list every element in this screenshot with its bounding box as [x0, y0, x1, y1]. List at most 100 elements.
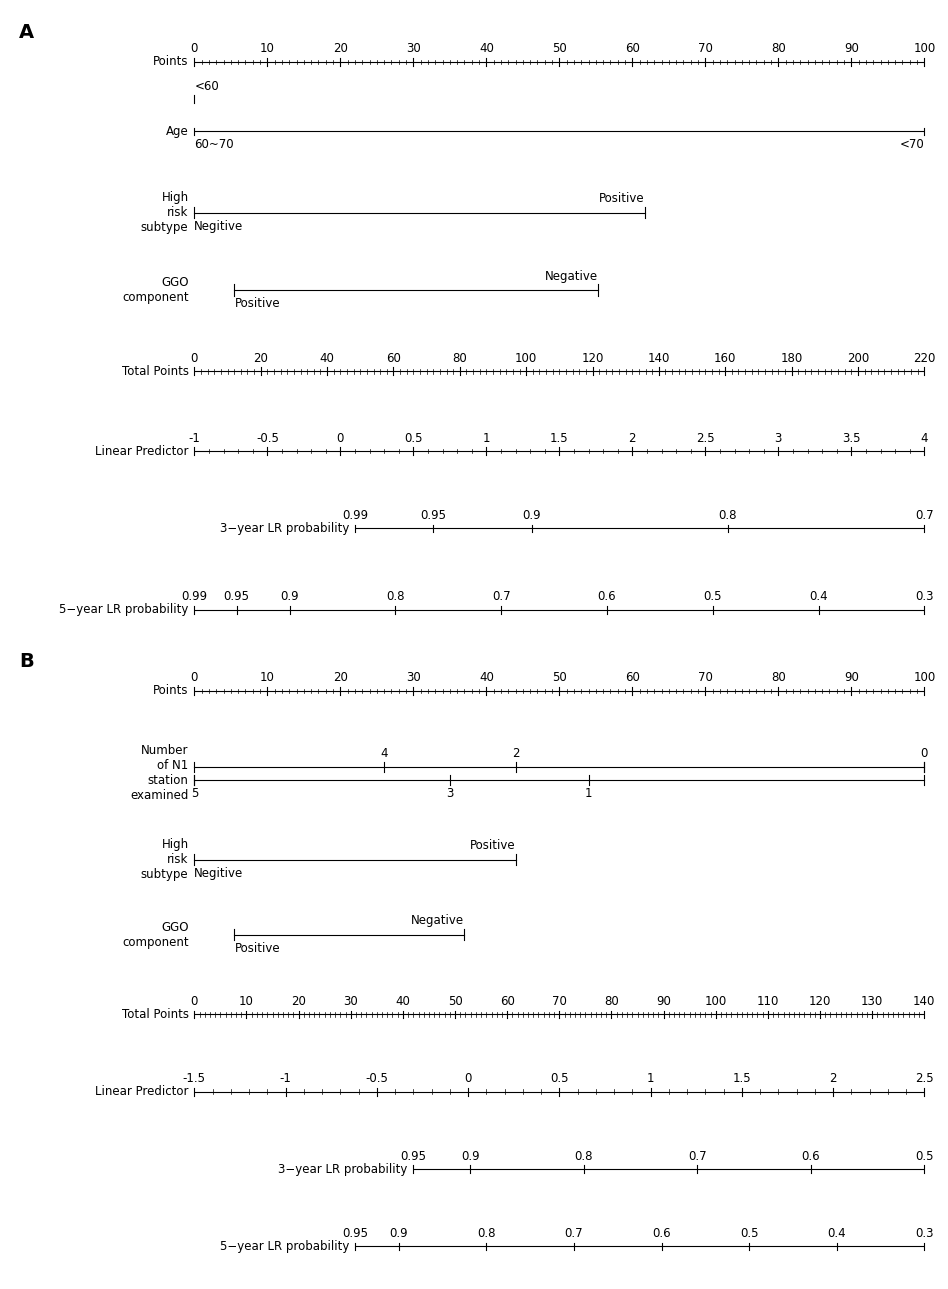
Text: 0.8: 0.8: [574, 1150, 592, 1163]
Text: 140: 140: [913, 995, 936, 1008]
Text: 0.5: 0.5: [404, 432, 423, 445]
Text: 20: 20: [253, 352, 268, 365]
Text: 40: 40: [479, 43, 494, 55]
Text: 0.9: 0.9: [461, 1150, 480, 1163]
Text: 80: 80: [604, 995, 619, 1008]
Text: 100: 100: [913, 43, 936, 55]
Text: 60: 60: [500, 995, 515, 1008]
Text: 20: 20: [333, 672, 348, 684]
Text: Positive: Positive: [599, 192, 645, 205]
Text: 50: 50: [552, 43, 567, 55]
Text: Total Points: Total Points: [121, 365, 189, 378]
Text: 3.5: 3.5: [842, 432, 861, 445]
Text: Positive: Positive: [234, 298, 280, 311]
Text: 100: 100: [704, 995, 727, 1008]
Text: 40: 40: [395, 995, 410, 1008]
Text: 2: 2: [830, 1072, 837, 1085]
Text: 0.6: 0.6: [801, 1150, 820, 1163]
Text: 100: 100: [515, 352, 538, 365]
Text: 5−year LR probability: 5−year LR probability: [220, 1240, 349, 1253]
Text: <60: <60: [194, 80, 219, 93]
Text: 0.6: 0.6: [652, 1227, 671, 1240]
Text: 0: 0: [337, 432, 344, 445]
Text: -0.5: -0.5: [256, 432, 279, 445]
Text: 0: 0: [921, 746, 928, 759]
Text: 80: 80: [771, 43, 786, 55]
Text: 0.8: 0.8: [386, 590, 405, 603]
Text: -1: -1: [280, 1072, 292, 1085]
Text: 40: 40: [319, 352, 335, 365]
Text: -1.5: -1.5: [183, 1072, 206, 1085]
Text: 1: 1: [483, 432, 490, 445]
Text: 0: 0: [191, 352, 198, 365]
Text: 0.5: 0.5: [915, 1150, 934, 1163]
Text: 10: 10: [260, 672, 275, 684]
Text: <70: <70: [900, 138, 924, 151]
Text: Positive: Positive: [470, 839, 516, 852]
Text: Number
of N1
station
examined: Number of N1 station examined: [130, 745, 189, 802]
Text: High
risk
subtype: High risk subtype: [141, 838, 189, 882]
Text: 2.5: 2.5: [696, 432, 715, 445]
Text: 5: 5: [191, 788, 198, 800]
Text: 50: 50: [447, 995, 463, 1008]
Text: 0.5: 0.5: [739, 1227, 758, 1240]
Text: 5−year LR probability: 5−year LR probability: [59, 603, 189, 616]
Text: 10: 10: [260, 43, 275, 55]
Text: 0: 0: [191, 43, 198, 55]
Text: Linear Predictor: Linear Predictor: [95, 1085, 189, 1098]
Text: 3: 3: [447, 788, 453, 800]
Text: High
risk
subtype: High risk subtype: [141, 191, 189, 235]
Text: -1: -1: [189, 432, 200, 445]
Text: Total Points: Total Points: [121, 1008, 189, 1021]
Text: 1.5: 1.5: [733, 1072, 751, 1085]
Text: 1: 1: [647, 1072, 654, 1085]
Text: 70: 70: [698, 43, 713, 55]
Text: A: A: [19, 23, 34, 41]
Text: 90: 90: [844, 672, 859, 684]
Text: 0.7: 0.7: [492, 590, 510, 603]
Text: 0.5: 0.5: [550, 1072, 569, 1085]
Text: 4: 4: [921, 432, 928, 445]
Text: 0.8: 0.8: [719, 509, 738, 522]
Text: 200: 200: [847, 352, 869, 365]
Text: Positive: Positive: [234, 942, 280, 955]
Text: 120: 120: [581, 352, 604, 365]
Text: 0.95: 0.95: [421, 509, 447, 522]
Text: 0.4: 0.4: [810, 590, 828, 603]
Text: GGO
component: GGO component: [122, 920, 189, 949]
Text: GGO
component: GGO component: [122, 276, 189, 304]
Text: 3−year LR probability: 3−year LR probability: [220, 522, 349, 535]
Text: Points: Points: [153, 55, 189, 68]
Text: 0.7: 0.7: [565, 1227, 583, 1240]
Text: 60: 60: [625, 672, 640, 684]
Text: 0.7: 0.7: [688, 1150, 706, 1163]
Text: 220: 220: [913, 352, 936, 365]
Text: 0.9: 0.9: [390, 1227, 408, 1240]
Text: 180: 180: [780, 352, 803, 365]
Text: 40: 40: [479, 672, 494, 684]
Text: 80: 80: [771, 672, 786, 684]
Text: 3−year LR probability: 3−year LR probability: [278, 1163, 408, 1176]
Text: 0.8: 0.8: [477, 1227, 496, 1240]
Text: Negitive: Negitive: [194, 867, 244, 880]
Text: 0: 0: [191, 672, 198, 684]
Text: Linear Predictor: Linear Predictor: [95, 445, 189, 458]
Text: 0.95: 0.95: [342, 1227, 368, 1240]
Text: 110: 110: [757, 995, 779, 1008]
Text: 0.99: 0.99: [342, 509, 368, 522]
Text: 0.6: 0.6: [597, 590, 616, 603]
Text: 70: 70: [552, 995, 567, 1008]
Text: 140: 140: [647, 352, 670, 365]
Text: 80: 80: [452, 352, 467, 365]
Text: 30: 30: [406, 43, 421, 55]
Text: 160: 160: [714, 352, 737, 365]
Text: 90: 90: [844, 43, 859, 55]
Text: B: B: [19, 652, 34, 670]
Text: 0: 0: [465, 1072, 472, 1085]
Text: 2.5: 2.5: [915, 1072, 934, 1085]
Text: Negative: Negative: [545, 269, 598, 282]
Text: 0.4: 0.4: [828, 1227, 846, 1240]
Text: 100: 100: [913, 672, 936, 684]
Text: 0.9: 0.9: [522, 509, 541, 522]
Text: 1.5: 1.5: [550, 432, 569, 445]
